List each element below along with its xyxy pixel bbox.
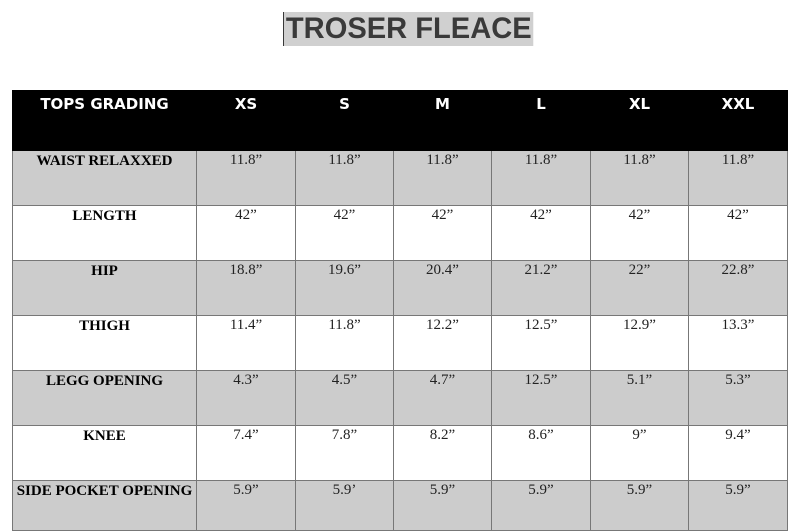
measurement-cell: 5.1” xyxy=(590,370,689,426)
table-row: LEGG OPENING 4.3” 4.5” 4.7” 12.5” 5.1” 5.3” xyxy=(12,370,788,426)
measurement-cell: 12.5” xyxy=(491,315,591,371)
measurement-cell: 5.9” xyxy=(688,480,788,531)
measurement-cell: 11.8” xyxy=(295,150,394,206)
header-size: XL xyxy=(590,90,689,151)
measurement-cell: 7.8” xyxy=(295,425,394,481)
row-label: LENGTH xyxy=(12,205,197,261)
measurement-cell: 42” xyxy=(196,205,296,261)
measurement-cell: 5.9” xyxy=(590,480,689,531)
measurement-cell: 11.8” xyxy=(196,150,296,206)
measurement-cell: 7.4” xyxy=(196,425,296,481)
table-row: KNEE 7.4” 7.8” 8.2” 8.6” 9” 9.4” xyxy=(12,425,788,481)
measurement-cell: 4.5” xyxy=(295,370,394,426)
row-label: WAIST RELAXXED xyxy=(12,150,197,206)
document-title: TROSER FLEACE xyxy=(283,12,534,46)
measurement-cell: 5.3” xyxy=(688,370,788,426)
measurement-cell: 42” xyxy=(491,205,591,261)
header-row: TOPS GRADING XS S M L XL XXL xyxy=(12,90,788,151)
measurement-cell: 12.2” xyxy=(393,315,492,371)
header-size: XS xyxy=(196,90,296,151)
measurement-cell: 8.6” xyxy=(491,425,591,481)
measurement-cell: 42” xyxy=(295,205,394,261)
measurement-cell: 11.8” xyxy=(295,315,394,371)
measurement-cell: 11.4” xyxy=(196,315,296,371)
row-label: HIP xyxy=(12,260,197,316)
header-size: L xyxy=(491,90,591,151)
measurement-cell: 42” xyxy=(393,205,492,261)
measurement-cell: 18.8” xyxy=(196,260,296,316)
measurement-cell: 9” xyxy=(590,425,689,481)
measurement-cell: 11.8” xyxy=(590,150,689,206)
measurement-cell: 12.5” xyxy=(491,370,591,426)
measurement-cell: 19.6” xyxy=(295,260,394,316)
table-row: HIP 18.8” 19.6” 20.4” 21.2” 22” 22.8” xyxy=(12,260,788,316)
measurement-cell: 5.9’ xyxy=(295,480,394,531)
measurement-cell: 9.4” xyxy=(688,425,788,481)
table-row: LENGTH 42” 42” 42” 42” 42” 42” xyxy=(12,205,788,261)
table-row: SIDE POCKET OPENING 5.9” 5.9’ 5.9” 5.9” 5.9” 5… xyxy=(12,480,788,531)
measurement-cell: 22.8” xyxy=(688,260,788,316)
measurement-cell: 5.9” xyxy=(491,480,591,531)
measurement-cell: 13.3” xyxy=(688,315,788,371)
header-label: TOPS GRADING xyxy=(12,90,197,151)
measurement-cell: 4.7” xyxy=(393,370,492,426)
measurement-cell: 4.3” xyxy=(196,370,296,426)
row-label: LEGG OPENING xyxy=(12,370,197,426)
measurement-cell: 11.8” xyxy=(393,150,492,206)
header-size: M xyxy=(393,90,492,151)
measurement-cell: 11.8” xyxy=(688,150,788,206)
measurement-cell: 8.2” xyxy=(393,425,492,481)
table-row: WAIST RELAXXED 11.8” 11.8” 11.8” 11.8” 11.8” 1… xyxy=(12,150,788,206)
size-grading-table: TOPS GRADING XS S M L XL XXL WAIST RELAXXED 11.… xyxy=(12,90,788,531)
measurement-cell: 5.9” xyxy=(196,480,296,531)
measurement-cell: 5.9” xyxy=(393,480,492,531)
table-row: THIGH 11.4” 11.8” 12.2” 12.5” 12.9” 13.3” xyxy=(12,315,788,371)
measurement-cell: 42” xyxy=(688,205,788,261)
row-label: THIGH xyxy=(12,315,197,371)
measurement-cell: 11.8” xyxy=(491,150,591,206)
measurement-cell: 22” xyxy=(590,260,689,316)
row-label: KNEE xyxy=(12,425,197,481)
measurement-cell: 21.2” xyxy=(491,260,591,316)
measurement-cell: 20.4” xyxy=(393,260,492,316)
row-label: SIDE POCKET OPENING xyxy=(12,480,197,531)
measurement-cell: 42” xyxy=(590,205,689,261)
header-size: S xyxy=(295,90,394,151)
measurement-cell: 12.9” xyxy=(590,315,689,371)
header-size: XXL xyxy=(688,90,788,151)
